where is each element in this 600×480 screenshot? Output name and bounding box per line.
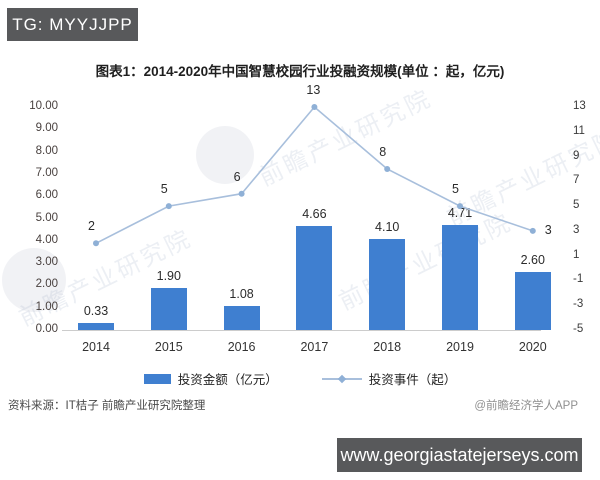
bottom-watermark-badge: www.georgiastatejerseys.com xyxy=(337,438,582,472)
bar-2018 xyxy=(369,238,406,330)
y-axis-right-tick: 9 xyxy=(573,149,580,162)
line-point-marker xyxy=(384,165,391,172)
x-axis-tick: 2016 xyxy=(227,340,256,354)
y-axis-left-tick: 1.00 xyxy=(35,300,58,313)
line-path xyxy=(95,105,534,244)
line-value-label: 2 xyxy=(88,219,95,234)
line-point-marker xyxy=(238,190,245,197)
line-marker-icon xyxy=(337,374,346,383)
line-series-label: 投资事件（起） xyxy=(368,373,457,387)
bar-value-label: 1.90 xyxy=(156,268,181,283)
x-axis-tick: 2015 xyxy=(154,340,183,354)
y-axis-right-tick: -5 xyxy=(573,323,584,335)
line-value-label: 13 xyxy=(306,83,321,97)
line-point-marker xyxy=(529,227,536,234)
y-axis-left-tick: 10.00 xyxy=(29,100,58,112)
bar-2015 xyxy=(150,287,187,330)
y-axis-right-tick: 11 xyxy=(573,124,585,137)
y-axis-right-tick: -3 xyxy=(573,298,584,311)
y-axis-left-tick: 9.00 xyxy=(35,122,58,135)
y-axis-left-tick: 2.00 xyxy=(35,278,58,291)
x-axis-tick: 2018 xyxy=(373,340,402,354)
y-axis-right-tick: 13 xyxy=(573,100,586,112)
y-axis-right-tick: 5 xyxy=(573,199,580,212)
x-axis-tick: 2017 xyxy=(300,340,329,354)
y-axis-right-tick: -1 xyxy=(573,273,584,286)
chart-legend: 投资金额（亿元） 投资事件（起） xyxy=(0,369,600,388)
x-axis-tick: 2019 xyxy=(446,340,474,354)
bar-value-label: 2.60 xyxy=(520,253,545,268)
y-axis-left-tick: 3.00 xyxy=(35,256,58,269)
top-badge-text: TG: MYYJJPP xyxy=(12,14,133,34)
line-point-marker xyxy=(165,203,172,210)
line-series-swatch xyxy=(321,374,362,383)
bar-series-label: 投资金额（亿元） xyxy=(177,373,278,387)
background-watermark-text: 前瞻产业研究院 xyxy=(254,84,437,192)
credit-watermark: @前瞻经济学人APP xyxy=(474,400,578,412)
x-axis-tick: 2020 xyxy=(518,340,547,354)
y-axis-right-tick: 1 xyxy=(573,248,580,261)
line-point-marker xyxy=(311,104,318,110)
x-axis-tick: 2014 xyxy=(82,340,110,354)
y-axis-left-tick: 0.00 xyxy=(35,323,58,335)
line-value-label: 3 xyxy=(544,222,552,237)
bar-series-swatch xyxy=(143,373,171,384)
legend-item-bar: 投资金额（亿元） xyxy=(143,369,278,388)
bar-2016 xyxy=(223,305,260,330)
y-axis-right-tick: 3 xyxy=(573,223,580,236)
y-axis-right-tick: 7 xyxy=(573,174,580,187)
source-note: 资料来源：IT桔子 前瞻产业研究院整理 xyxy=(8,400,206,412)
line-value-label: 8 xyxy=(379,144,387,159)
background-watermark-logo-icon xyxy=(196,126,254,184)
y-axis-left-tick: 6.00 xyxy=(35,189,58,202)
bar-value-label: 4.66 xyxy=(302,207,327,222)
line-value-label: 5 xyxy=(160,182,168,197)
bar-value-label: 0.33 xyxy=(83,303,109,318)
legend-item-line: 投资事件（起） xyxy=(321,369,457,388)
bar-value-label: 4.10 xyxy=(375,219,400,234)
top-watermark-badge: TG: MYYJJPP xyxy=(7,8,138,41)
bar-2017 xyxy=(296,226,333,330)
line-value-label: 6 xyxy=(233,169,241,184)
chart-title: 图表1：2014-2020年中国智慧校园行业投融资规模(单位 ：起，亿元) xyxy=(95,64,505,79)
bar-2020 xyxy=(514,272,551,330)
background-watermark-text: 前瞻产业研究院 xyxy=(334,208,517,316)
bar-value-label: 4.71 xyxy=(447,205,473,220)
line-point-marker xyxy=(93,240,99,247)
y-axis-left-tick: 5.00 xyxy=(35,211,58,224)
bar-2019 xyxy=(442,224,478,330)
y-axis-left-tick: 7.00 xyxy=(35,166,58,179)
y-axis-left-tick: 8.00 xyxy=(35,144,58,157)
y-axis-left-tick: 4.00 xyxy=(35,233,58,246)
bar-value-label: 1.08 xyxy=(229,286,254,301)
bar-2014 xyxy=(78,322,114,330)
bottom-badge-text: www.georgiastatejerseys.com xyxy=(340,444,579,465)
x-axis-line xyxy=(62,330,541,331)
line-value-label: 5 xyxy=(452,182,459,197)
